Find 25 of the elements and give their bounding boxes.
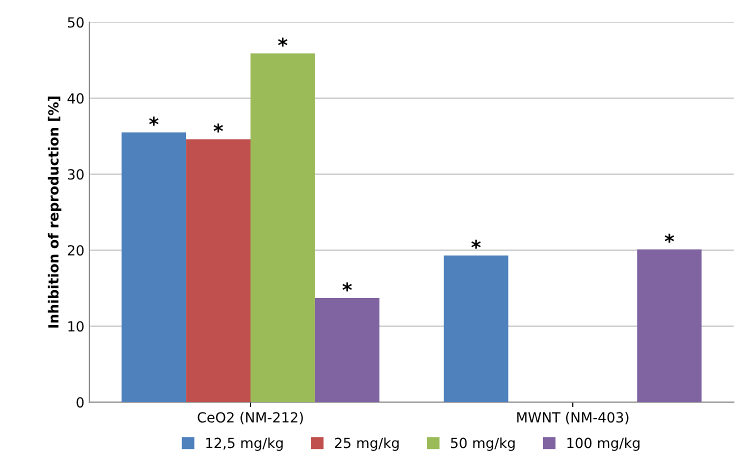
x-tick-label: CeO2 (NM-212) bbox=[198, 412, 303, 424]
bar bbox=[250, 53, 315, 402]
data-label: * bbox=[342, 282, 352, 292]
data-label: * bbox=[471, 240, 481, 249]
y-axis-title: Inhibition of reproduction [%] bbox=[48, 96, 62, 328]
y-tick-label: 0 bbox=[76, 397, 84, 408]
y-tick-label: 40 bbox=[68, 93, 84, 104]
y-tick-label: 20 bbox=[68, 245, 84, 256]
bar bbox=[122, 132, 186, 402]
bar bbox=[637, 249, 702, 402]
legend-label: 100 mg/kg bbox=[567, 437, 640, 451]
legend-label: 50 mg/kg bbox=[451, 437, 515, 451]
legend-label: 25 mg/kg bbox=[334, 437, 399, 451]
data-label: * bbox=[278, 38, 288, 47]
data-label: * bbox=[664, 234, 674, 243]
x-tick-label: MWNT (NM-403) bbox=[517, 412, 628, 424]
y-tick-label: 10 bbox=[68, 321, 84, 332]
bar bbox=[444, 255, 508, 402]
y-tick-label: 50 bbox=[68, 17, 84, 28]
legend-label: 12,5 mg/kg bbox=[206, 437, 283, 451]
y-tick-label: 30 bbox=[68, 169, 84, 180]
data-label: * bbox=[149, 116, 159, 126]
bar bbox=[186, 139, 251, 402]
bar bbox=[314, 298, 380, 402]
data-label: * bbox=[214, 124, 223, 133]
